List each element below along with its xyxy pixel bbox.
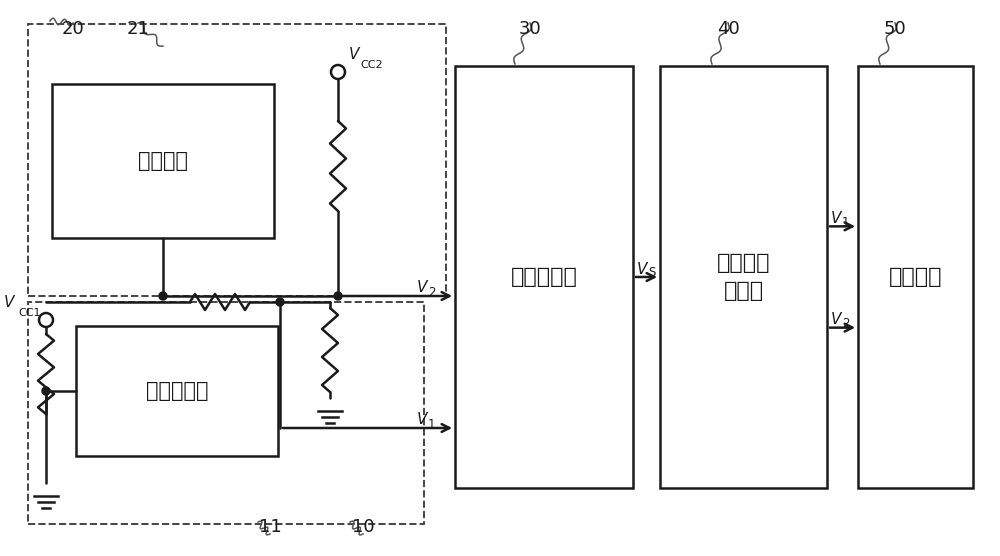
Circle shape (159, 292, 167, 300)
Circle shape (334, 292, 342, 300)
Text: V: V (831, 211, 841, 226)
Text: 2: 2 (842, 317, 850, 330)
Text: V: V (417, 280, 427, 295)
Text: 50: 50 (884, 20, 906, 38)
Text: V: V (417, 413, 427, 428)
Text: V: V (349, 47, 359, 62)
Text: 11: 11 (259, 518, 281, 536)
Text: 风扇装置: 风扇装置 (138, 151, 188, 171)
Text: 1: 1 (842, 216, 850, 229)
Text: V: V (637, 261, 647, 276)
Text: 2: 2 (428, 285, 436, 299)
Text: 温度检测器: 温度检测器 (146, 381, 208, 401)
Text: 20: 20 (62, 20, 84, 38)
Bar (28, 302, 424, 524)
Bar (455, 66, 633, 488)
Text: 30: 30 (519, 20, 541, 38)
Text: 40: 40 (717, 20, 739, 38)
Text: 1: 1 (428, 418, 436, 430)
Text: 21: 21 (127, 20, 149, 38)
Text: 处理单元: 处理单元 (889, 267, 942, 287)
Bar (28, 24, 446, 296)
Bar (52, 84, 274, 238)
Text: 10: 10 (352, 518, 374, 536)
Circle shape (276, 298, 284, 306)
Text: CC1: CC1 (18, 308, 40, 318)
Text: 运算器: 运算器 (723, 281, 764, 301)
Text: S: S (648, 266, 655, 280)
Bar (858, 66, 973, 488)
Text: CC2: CC2 (360, 60, 383, 70)
Text: V: V (831, 312, 841, 327)
Circle shape (42, 387, 50, 395)
Text: 逻辑运算器: 逻辑运算器 (511, 267, 577, 287)
Text: 反向逻辑: 反向逻辑 (717, 253, 770, 273)
Bar (660, 66, 827, 488)
Text: V: V (4, 295, 14, 310)
Bar (76, 326, 278, 456)
